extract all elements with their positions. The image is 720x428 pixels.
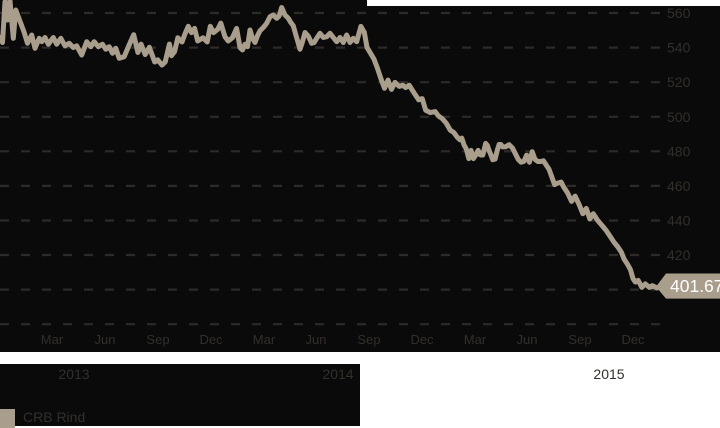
svg-text:Jun: Jun (517, 332, 538, 347)
svg-text:Sep: Sep (568, 332, 591, 347)
svg-text:Dec: Dec (621, 332, 645, 347)
svg-text:2013: 2013 (58, 366, 89, 382)
svg-text:Mar: Mar (464, 332, 487, 347)
svg-text:401.67: 401.67 (670, 276, 720, 296)
svg-text:500: 500 (667, 109, 691, 125)
svg-text:CRB Rind: CRB Rind (23, 409, 85, 425)
svg-text:Sep: Sep (357, 332, 380, 347)
svg-text:420: 420 (667, 247, 691, 263)
svg-text:Mar: Mar (41, 332, 64, 347)
svg-text:2014: 2014 (322, 366, 353, 382)
svg-text:Jun: Jun (95, 332, 116, 347)
svg-text:520: 520 (667, 74, 691, 90)
svg-text:560: 560 (667, 5, 691, 21)
svg-text:2015: 2015 (593, 366, 624, 382)
svg-text:440: 440 (667, 213, 691, 229)
svg-text:Dec: Dec (410, 332, 434, 347)
svg-text:Mar: Mar (253, 332, 276, 347)
svg-text:480: 480 (667, 143, 691, 159)
svg-text:460: 460 (667, 178, 691, 194)
svg-text:Sep: Sep (146, 332, 169, 347)
svg-text:Jun: Jun (306, 332, 327, 347)
svg-text:540: 540 (667, 40, 691, 56)
svg-text:Dec: Dec (199, 332, 223, 347)
